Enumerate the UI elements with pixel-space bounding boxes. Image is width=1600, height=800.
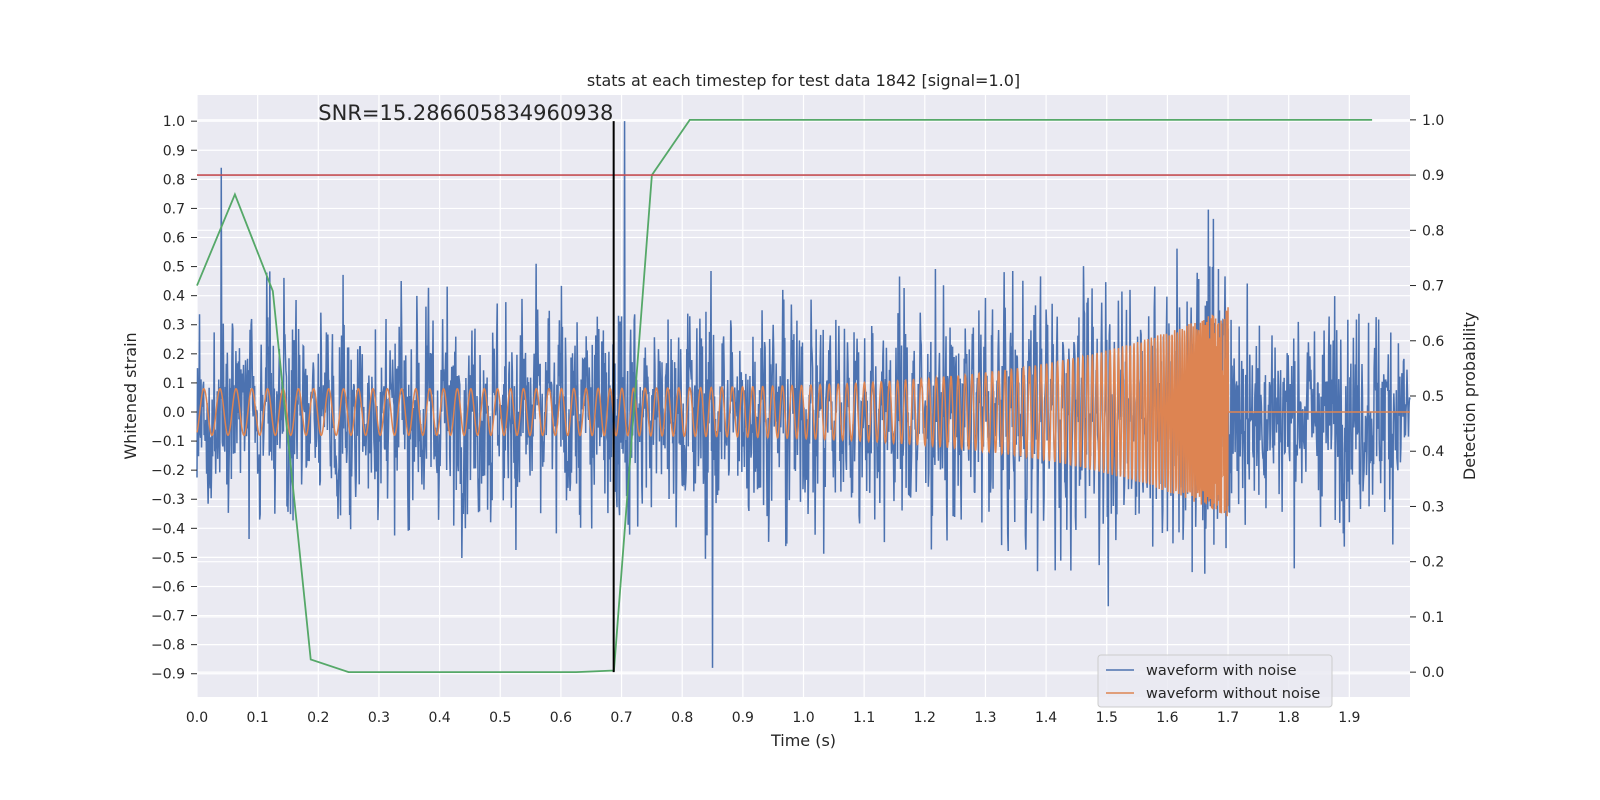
x-tick-label: 0.8 xyxy=(671,710,693,726)
y-tick-label: 0.5 xyxy=(163,260,185,276)
x-tick-label: 1.1 xyxy=(853,710,875,726)
x-tick-label: 1.2 xyxy=(914,710,936,726)
chart-title: stats at each timestep for test data 184… xyxy=(587,71,1020,90)
detection-probability-line xyxy=(196,118,1373,674)
y-tick-label: −0.4 xyxy=(151,521,185,537)
y2-tick-label: 0.8 xyxy=(1422,223,1444,239)
x-tick-label: 0.0 xyxy=(186,710,208,726)
x-tick-label: 0.9 xyxy=(732,710,754,726)
x-tick-label: 1.3 xyxy=(974,710,996,726)
series-waveform-without-noise xyxy=(196,307,1410,517)
y-tick-label: 0.7 xyxy=(163,201,185,217)
x-tick-label: 0.4 xyxy=(428,710,450,726)
y-tick-label: 0.1 xyxy=(163,376,185,392)
y-tick-label: 0.4 xyxy=(163,289,185,305)
x-tick-label: 0.3 xyxy=(368,710,390,726)
legend-label-clean: waveform without noise xyxy=(1146,686,1320,702)
y-tick-label: 1.0 xyxy=(163,114,185,130)
y-tick-label: 0.2 xyxy=(163,347,185,363)
x-tick-label: 1.9 xyxy=(1338,710,1360,726)
y-tick-label: −0.9 xyxy=(151,667,185,683)
y2-tick-label: 0.9 xyxy=(1422,168,1444,184)
x-tick-label: 1.7 xyxy=(1217,710,1239,726)
x-tick-label: 0.5 xyxy=(489,710,511,726)
x-tick-label: 0.1 xyxy=(247,710,269,726)
x-tick-label: 1.8 xyxy=(1278,710,1300,726)
legend-label-noise: waveform with noise xyxy=(1146,663,1297,679)
clean-waveform-line xyxy=(196,307,1410,517)
series-waveform-with-noise xyxy=(196,121,1411,668)
y-tick-label: −0.6 xyxy=(151,579,185,595)
x-tick-label: 1.4 xyxy=(1035,710,1057,726)
y2-tick-label: 0.0 xyxy=(1422,665,1444,681)
y-tick-label: −0.7 xyxy=(151,609,185,625)
y2-tick-label: 0.3 xyxy=(1422,499,1444,515)
y2-tick-label: 0.6 xyxy=(1422,334,1444,350)
y-tick-label: −0.1 xyxy=(151,434,185,450)
x-tick-label: 0.2 xyxy=(307,710,329,726)
y-ticks: 1.0 0.9 0.8 0.7 0.6 0.5 0.4 0.3 0.2 0.1 0.0 −0.1 −0.… xyxy=(151,114,197,683)
noise-waveform-line xyxy=(196,121,1411,668)
y2-tick-label: 0.1 xyxy=(1422,610,1444,626)
x-tick-label: 1.0 xyxy=(792,710,814,726)
y2-tick-label: 0.7 xyxy=(1422,279,1444,295)
y-tick-label: 0.8 xyxy=(163,172,185,188)
x-ticks: 0.0 0.1 0.2 0.3 0.4 0.5 0.6 0.7 0.8 0.9 1.0 1.1 1.2 1… xyxy=(186,710,1361,726)
y2-tick-label: 0.5 xyxy=(1422,389,1444,405)
reference-lines xyxy=(197,121,1410,673)
y-tick-label: −0.3 xyxy=(151,492,185,508)
y-tick-label: 0.3 xyxy=(163,318,185,334)
legend-box xyxy=(1097,654,1333,708)
y-axis-label: Whitened strain xyxy=(121,332,140,459)
legend: waveform with noise waveform without noi… xyxy=(1097,654,1333,708)
x-axis-label: Time (s) xyxy=(770,731,836,750)
x-tick-label: 1.5 xyxy=(1096,710,1118,726)
y2-axis-label: Detection probability xyxy=(1460,312,1479,480)
y-tick-label: −0.8 xyxy=(151,638,185,654)
x-tick-label: 0.6 xyxy=(550,710,572,726)
x-tick-label: 1.6 xyxy=(1156,710,1178,726)
y2-ticks: 1.0 0.9 0.8 0.7 0.6 0.5 0.4 0.3 0.2 0.1 0.0 xyxy=(1410,113,1444,681)
y2-tick-label: 0.2 xyxy=(1422,555,1444,571)
snr-annotation: SNR=15.286605834960938 xyxy=(318,101,613,125)
y-tick-label: −0.5 xyxy=(151,550,185,566)
y2-tick-label: 0.4 xyxy=(1422,444,1444,460)
y-tick-label: −0.2 xyxy=(151,463,185,479)
series-detection-probability xyxy=(196,118,1373,674)
y2-tick-label: 1.0 xyxy=(1422,113,1444,129)
y-tick-label: 0.6 xyxy=(163,231,185,247)
x-tick-label: 0.7 xyxy=(610,710,632,726)
y-tick-label: 0.0 xyxy=(163,405,185,421)
y-tick-label: 0.9 xyxy=(163,143,185,159)
